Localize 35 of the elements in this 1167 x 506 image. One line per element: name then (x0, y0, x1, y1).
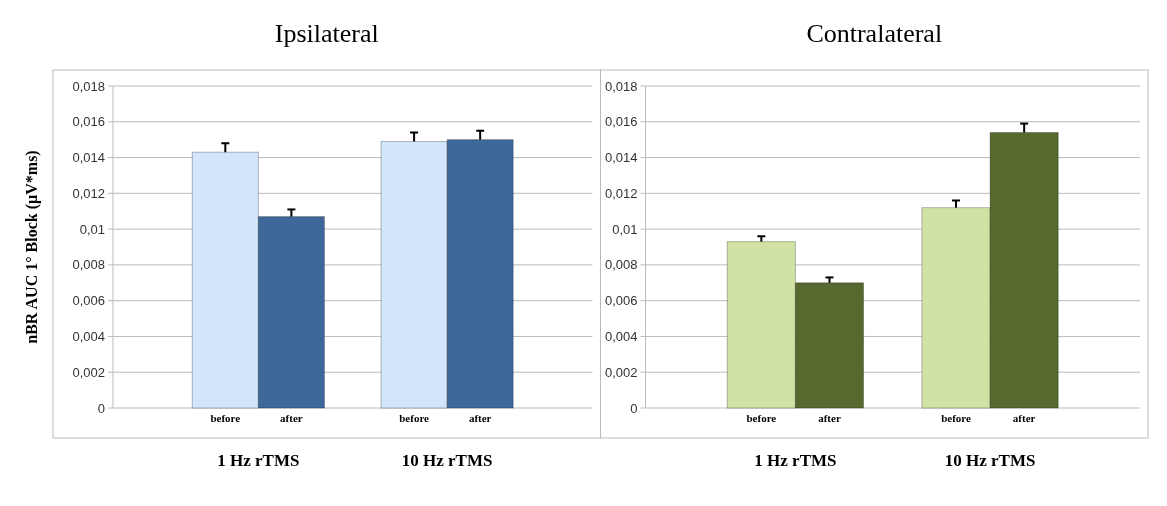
y-tick-label: 0,002 (72, 364, 105, 380)
series-label: after (818, 412, 841, 424)
chart-title: Ipsilateral (274, 19, 379, 48)
y-tick-label: 0,014 (604, 150, 638, 166)
y-tick-label: 0,008 (604, 257, 638, 273)
y-tick-label: 0 (630, 400, 638, 416)
y-tick-label: 0,004 (604, 328, 638, 344)
y-tick-label: 0,018 (604, 78, 638, 94)
y-tick-label: 0,01 (79, 221, 105, 237)
y-tick-label: 0,012 (72, 185, 105, 201)
x-tick-label: 1 Hz rTMS (217, 451, 300, 470)
series-label: after (280, 412, 303, 424)
text: before (941, 412, 971, 424)
y-tick-label: 0,004 (72, 328, 105, 344)
y-tick-label: 0,01 (612, 221, 638, 237)
y-tick-label: 0,012 (604, 185, 638, 201)
x-tick-label: 10 Hz rTMS (401, 451, 493, 470)
series-label: before (210, 412, 241, 424)
x-tick-label: 10 Hz rTMS (944, 451, 1036, 470)
y-tick-label: 0,008 (72, 257, 105, 273)
y-tick-label: 0,002 (604, 364, 638, 380)
y-tick-label: 0,014 (72, 150, 105, 166)
chart-title: Contralateral (806, 19, 943, 48)
x-tick-label: 1 Hz rTMS (754, 451, 837, 470)
y-tick-label: 0,018 (72, 78, 105, 94)
y-tick-label: 0,006 (604, 293, 638, 309)
y-tick-label: 0,016 (72, 114, 105, 130)
text: before (399, 412, 429, 424)
y-tick-label: 0,016 (604, 114, 638, 130)
y-tick-label: 0,006 (72, 293, 105, 309)
series-label: before (746, 412, 777, 424)
y-axis-title: nBR AUC 1° Block (µV*ms) (23, 150, 41, 344)
text: after (1012, 412, 1036, 424)
y-tick-label: 0 (97, 400, 105, 416)
text: after (468, 412, 492, 424)
